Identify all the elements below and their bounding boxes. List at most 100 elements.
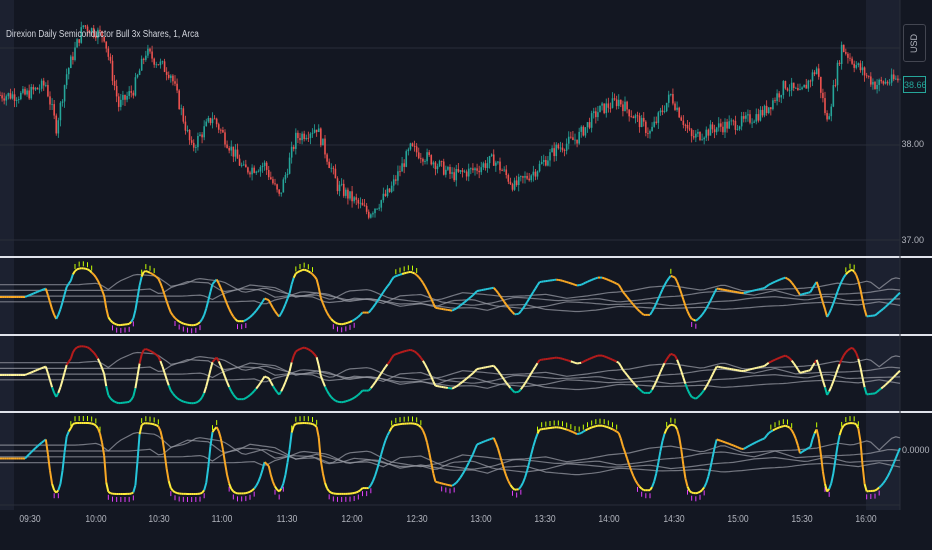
oscillator-main-line bbox=[424, 363, 428, 369]
oscillator-main-line bbox=[263, 461, 268, 465]
oscillator-main-line bbox=[832, 459, 837, 474]
oscillator-main-line bbox=[495, 367, 499, 372]
oscillator-main-line bbox=[211, 358, 216, 363]
oscillator-main-line bbox=[709, 374, 714, 380]
oscillator-main-line bbox=[686, 388, 691, 395]
candle-body bbox=[528, 178, 530, 181]
oscillator-main-line bbox=[74, 346, 78, 350]
candle-body bbox=[842, 44, 845, 52]
candle-body bbox=[663, 111, 666, 112]
oscillator-main-line bbox=[499, 373, 503, 378]
oscillator-main-line bbox=[159, 282, 164, 289]
oscillator-main-line bbox=[130, 395, 135, 401]
oscillator-main-line bbox=[453, 482, 457, 486]
oscillator-main-line bbox=[44, 288, 49, 296]
oscillator-main-line bbox=[760, 438, 763, 442]
oscillator-main-line bbox=[651, 307, 656, 313]
oscillator-main-line bbox=[24, 295, 28, 298]
oscillator-main-line bbox=[821, 302, 826, 310]
oscillator-main-line bbox=[32, 369, 36, 373]
oscillator-ma-line bbox=[0, 431, 901, 468]
candle-body bbox=[238, 158, 241, 166]
candle-body bbox=[420, 158, 422, 160]
oscillator-main-line bbox=[406, 271, 409, 274]
candle-body bbox=[395, 179, 397, 181]
oscillator-main-line bbox=[824, 483, 829, 492]
oscillator-main-line bbox=[619, 438, 624, 447]
oscillator-main-line bbox=[703, 386, 708, 391]
oscillator-main-line bbox=[203, 482, 208, 491]
oscillator-main-line bbox=[751, 442, 755, 446]
oscillator-main-line bbox=[591, 278, 595, 281]
oscillator-main-line bbox=[319, 460, 324, 474]
oscillator-main-line bbox=[572, 283, 576, 286]
oscillator-main-line bbox=[859, 440, 864, 465]
candle-body bbox=[803, 84, 805, 88]
candle-body bbox=[132, 92, 135, 96]
oscillator-main-line bbox=[28, 293, 32, 297]
symbol-title[interactable]: Direxion Daily Semiconductor Bull 3x Sha… bbox=[6, 29, 199, 40]
oscillator-main-line bbox=[532, 288, 537, 293]
oscillator-main-line bbox=[378, 454, 383, 463]
candle-body bbox=[511, 184, 514, 190]
oscillator-main-line bbox=[309, 271, 314, 275]
candle-body bbox=[874, 81, 876, 90]
candle-body bbox=[159, 61, 162, 66]
oscillator-main-line bbox=[107, 316, 112, 321]
oscillator-main-line bbox=[85, 267, 88, 271]
oscillator-main-line bbox=[230, 488, 235, 493]
oscillator-main-line bbox=[441, 482, 444, 485]
oscillator-main-line bbox=[684, 305, 689, 312]
oscillator-main-line bbox=[607, 426, 611, 430]
oscillator-main-line bbox=[317, 287, 322, 299]
oscillator-main-line bbox=[522, 304, 526, 310]
candle-body bbox=[642, 117, 645, 122]
oscillator-main-line bbox=[305, 269, 309, 273]
oscillator-main-line bbox=[665, 277, 670, 282]
candle-body bbox=[861, 67, 864, 71]
oscillator-main-line bbox=[205, 466, 210, 483]
oscillator-main-line bbox=[207, 369, 212, 379]
oscillator-main-line bbox=[747, 290, 751, 293]
candle-body bbox=[770, 107, 772, 110]
candle-body bbox=[549, 152, 551, 161]
candle-body bbox=[715, 127, 718, 133]
oscillator-main-line bbox=[167, 307, 172, 313]
candle-body bbox=[792, 82, 795, 89]
oscillator-main-line bbox=[259, 379, 264, 384]
candle-body bbox=[242, 164, 245, 166]
oscillator-main-line bbox=[632, 381, 637, 386]
candle-body bbox=[303, 133, 305, 140]
currency-button[interactable]: USD bbox=[903, 24, 926, 62]
candle-body bbox=[401, 163, 403, 172]
oscillator-main-line bbox=[530, 445, 535, 455]
oscillator-main-line bbox=[301, 346, 305, 350]
oscillator-main-line bbox=[72, 270, 76, 275]
candle-body bbox=[820, 76, 822, 93]
oscillator-main-line bbox=[617, 432, 622, 440]
candle-body bbox=[786, 88, 789, 91]
oscillator-main-line bbox=[726, 442, 730, 445]
oscillator-main-line bbox=[228, 308, 233, 314]
oscillator-main-line bbox=[372, 382, 376, 387]
candle-body bbox=[403, 163, 405, 167]
oscillator-main-line bbox=[63, 286, 68, 295]
oscillator-main-line bbox=[269, 474, 274, 483]
candle-body bbox=[263, 162, 266, 166]
candle-body bbox=[753, 121, 755, 123]
oscillator-main-line bbox=[797, 290, 801, 296]
oscillator-main-line bbox=[332, 320, 336, 324]
oscillator-main-line bbox=[95, 424, 99, 429]
oscillator-main-line bbox=[707, 467, 712, 477]
oscillator-main-line bbox=[134, 297, 139, 311]
oscillator-main-line bbox=[367, 309, 372, 314]
oscillator-main-line bbox=[343, 322, 347, 325]
candle-body bbox=[630, 116, 633, 118]
candle-body bbox=[492, 154, 495, 166]
candle-body bbox=[284, 174, 287, 180]
candle-body bbox=[884, 81, 887, 84]
oscillator-main-line bbox=[826, 390, 831, 396]
oscillator-main-line bbox=[842, 273, 847, 278]
oscillator-main-line bbox=[147, 270, 151, 274]
